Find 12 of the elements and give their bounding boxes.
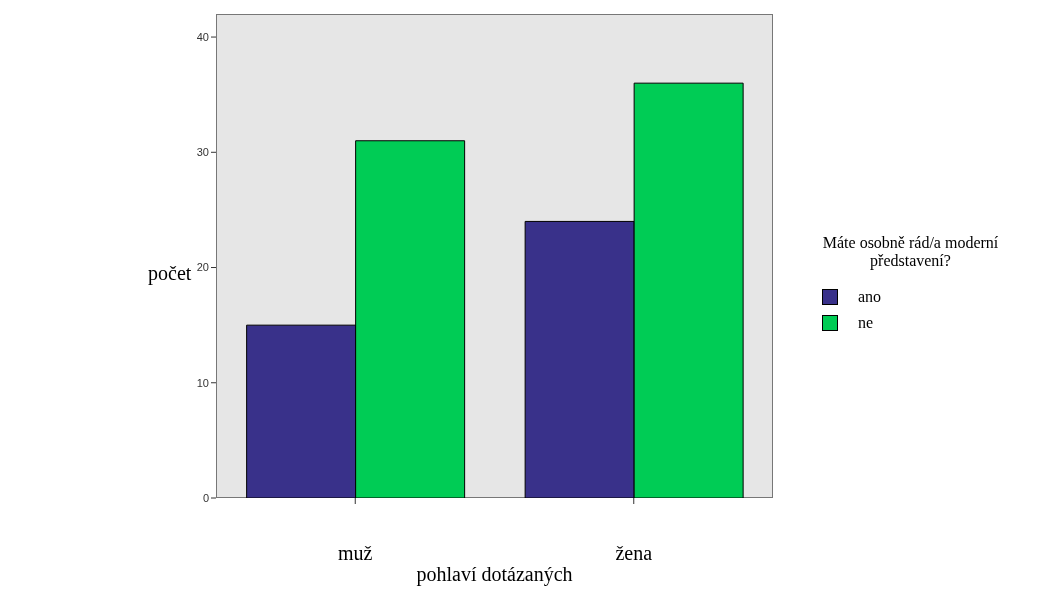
- x-tick-label: muž: [338, 542, 373, 565]
- legend-title: Máte osobně rád/a moderní představení?: [821, 234, 1000, 270]
- legend-label: ne: [858, 314, 874, 332]
- y-tick-label: 20: [196, 261, 209, 274]
- y-tick-label: 30: [196, 146, 209, 159]
- x-axis-title: pohlaví dotázaných: [415, 563, 574, 586]
- y-tick-label: 10: [196, 376, 209, 389]
- y-axis-title: počet: [148, 262, 192, 285]
- x-tick-label: žena: [615, 542, 653, 565]
- legend-label: ano: [858, 288, 882, 306]
- y-tick-label: 0: [202, 491, 209, 504]
- y-tick-label: 40: [196, 30, 209, 43]
